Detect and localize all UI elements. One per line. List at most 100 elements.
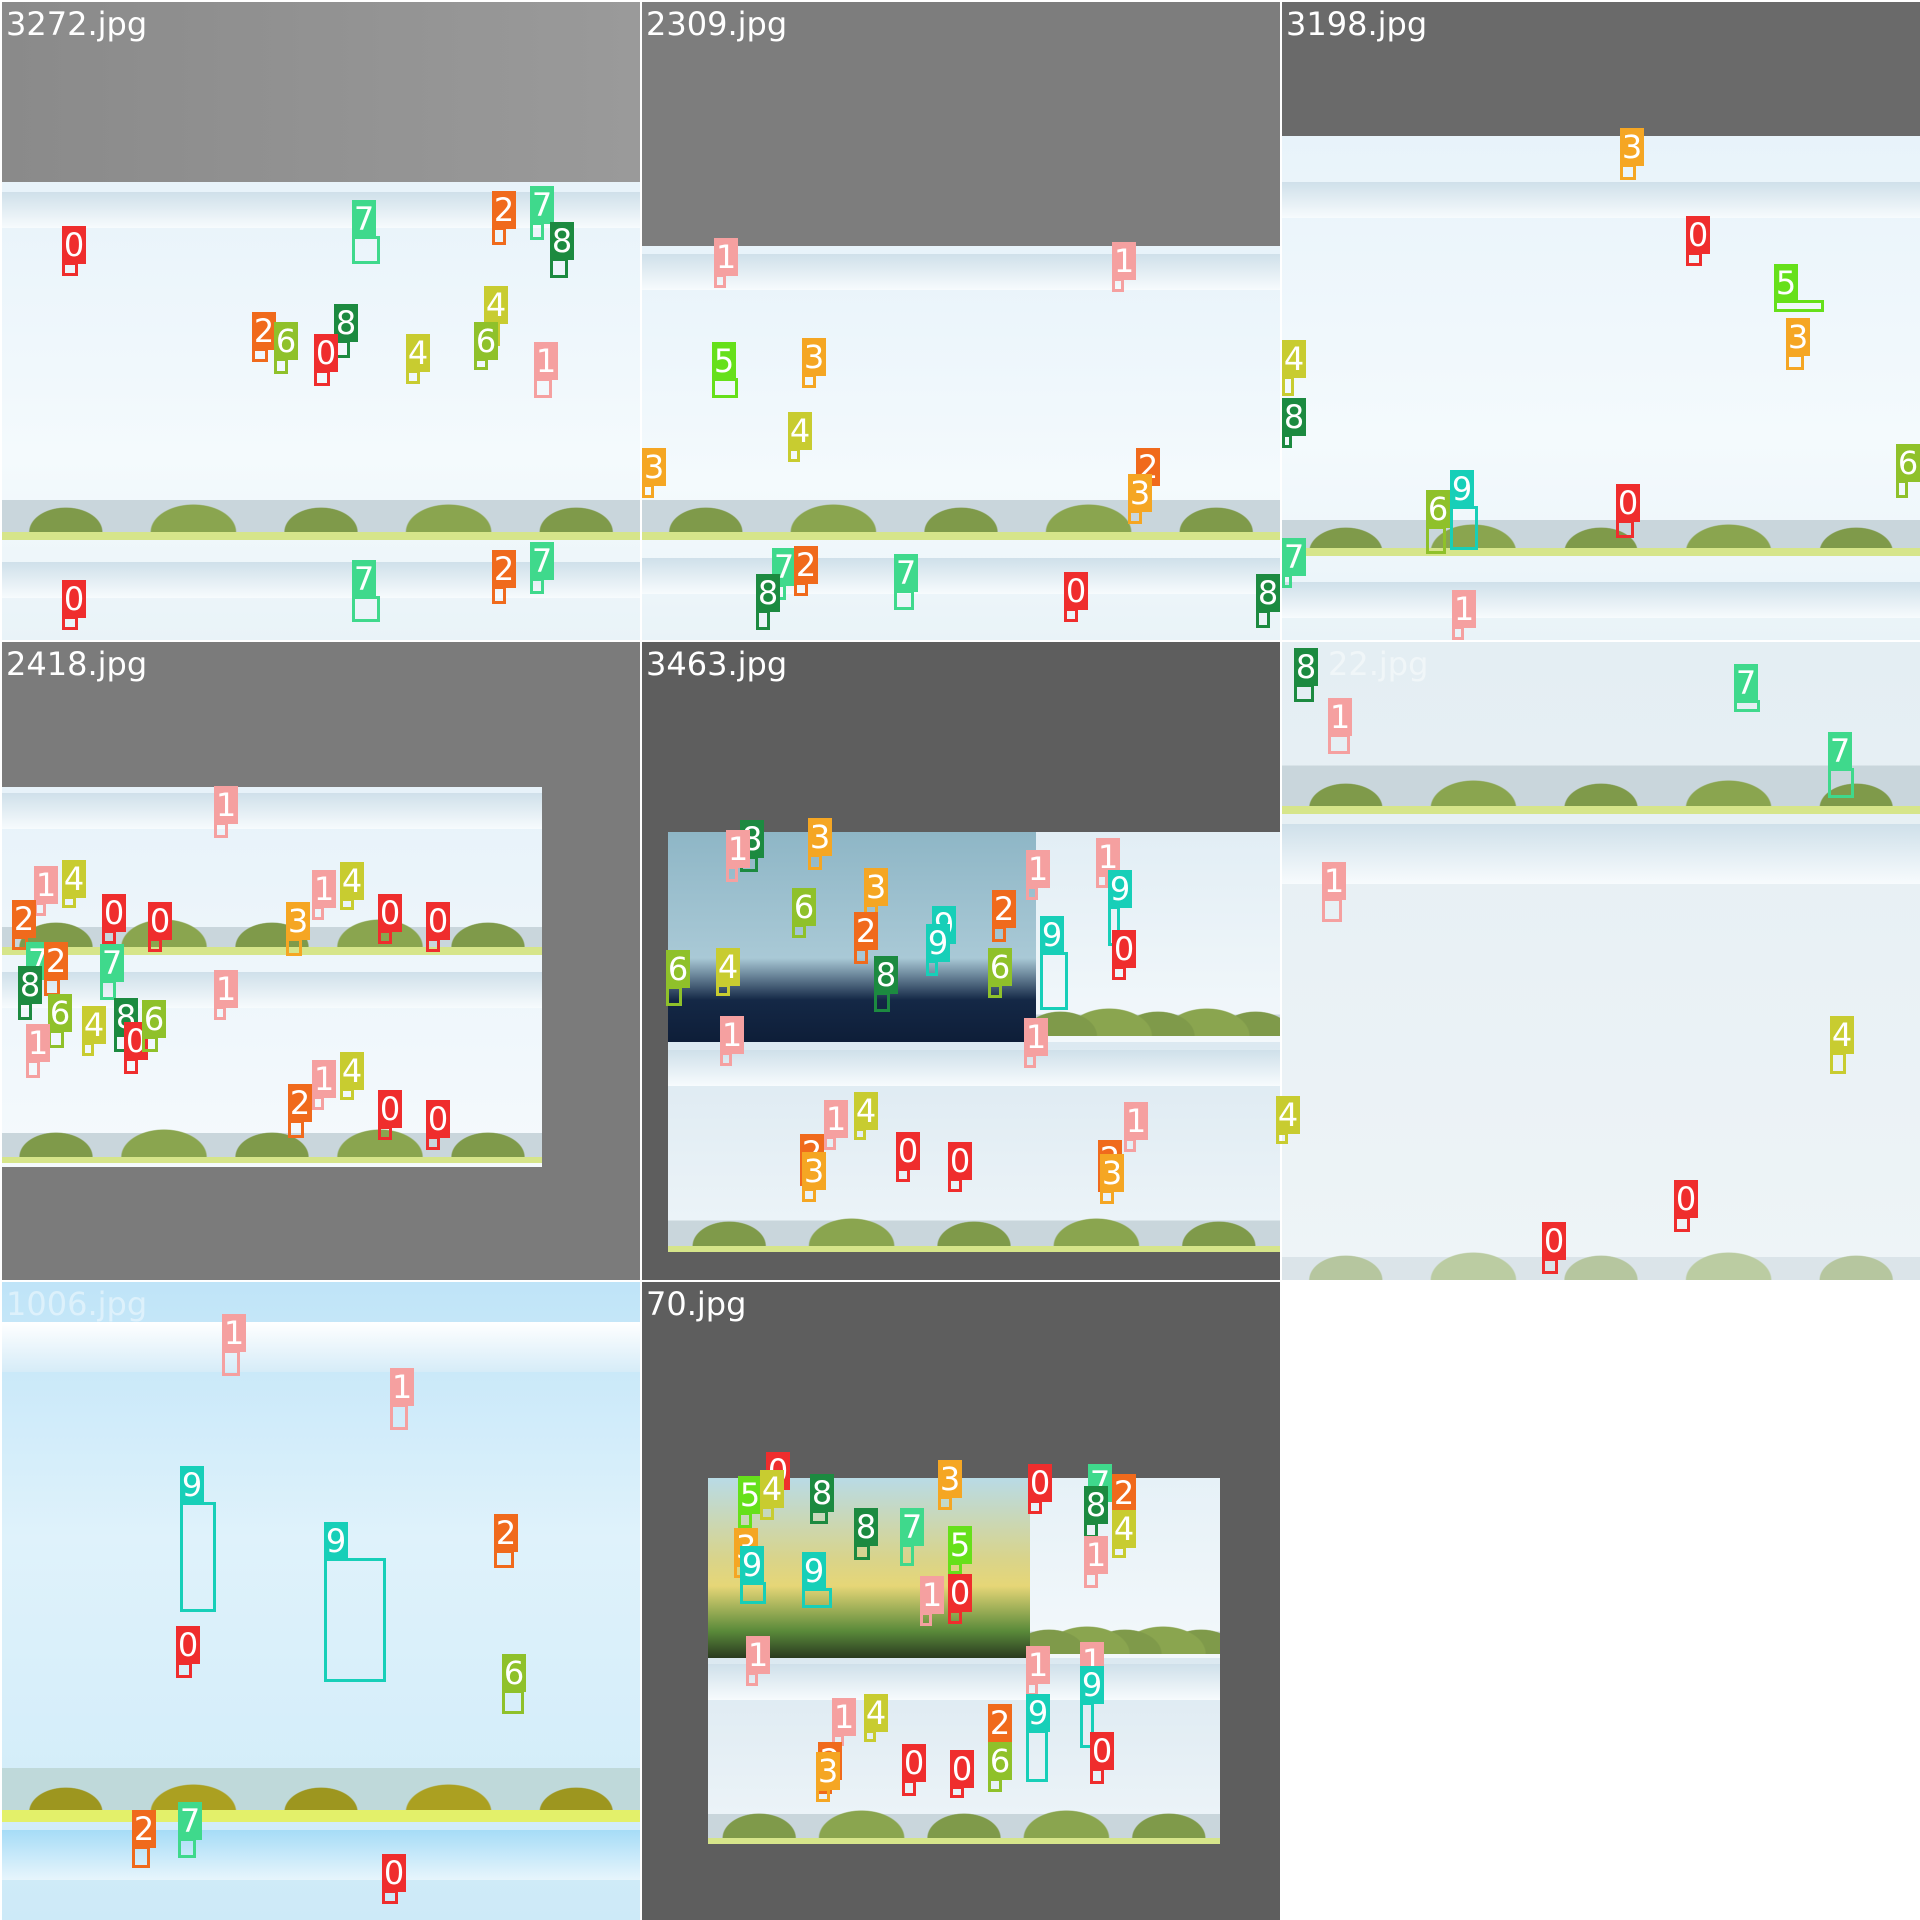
detection-box-class-0 [378,1126,392,1140]
detection-box-class-8 [756,610,770,630]
detection-box-class-0 [1674,1216,1690,1232]
detection-class-tag: 8 [1282,398,1306,436]
detection-class-tag: 2 [132,1810,156,1848]
detection-box-class-7 [1282,574,1292,588]
detection-box-class-3 [1128,510,1142,524]
detection-box-class-8 [874,992,890,1012]
detection-box-class-9 [740,1582,766,1604]
hills [668,1182,1280,1246]
detection-class-tag: 8 [874,956,898,994]
detection-box-class-6 [274,358,288,374]
detection-box-class-7 [178,1838,196,1858]
detection-box-class-6 [988,984,1002,998]
detection-box-class-3 [802,1188,816,1202]
detection-class-tag: 2 [794,546,818,584]
hills [1282,472,1920,552]
detection-box-class-1 [214,822,228,838]
detection-box-class-7 [1828,768,1854,798]
detection-box-class-0 [1028,1500,1042,1514]
detection-class-tag: 9 [1040,916,1064,954]
detection-class-tag: 1 [312,870,336,908]
detection-box-class-0 [896,1168,910,1182]
ground-strip [1282,548,1920,556]
detection-box-class-9 [1450,506,1478,550]
detection-class-tag: 1 [714,238,738,276]
detection-class-tag: 4 [716,948,740,986]
cloud-band [642,254,1280,290]
detection-box-class-9 [1040,952,1068,1010]
detection-box-class-1 [26,1060,40,1078]
detection-class-tag: 6 [792,888,816,926]
sub-image [2,787,542,1167]
detection-class-tag: 0 [902,1744,926,1782]
detection-class-tag: 1 [726,830,750,868]
detection-class-tag: 1 [1328,698,1352,736]
detection-box-class-6 [1896,480,1908,498]
detection-box-class-3 [816,1788,830,1802]
detection-class-tag: 3 [864,868,888,906]
detection-class-tag: 1 [824,1100,848,1138]
sub-image-dark-forest [668,832,1036,1042]
detection-class-tag: 7 [530,542,554,580]
detection-class-tag: 7 [530,186,554,224]
detection-box-class-7 [100,980,116,1000]
detection-box-class-0 [902,1780,916,1796]
detection-class-tag: 7 [900,1508,924,1546]
detection-box-class-1 [312,1096,324,1110]
detection-class-tag: 1 [214,970,238,1008]
detection-box-class-6 [666,986,682,1006]
detection-class-tag: 7 [100,944,124,982]
detection-box-class-6 [792,924,806,938]
detection-class-tag: 4 [340,1052,364,1090]
detection-box-class-8 [1256,610,1270,628]
ground-strip [1282,806,1920,814]
detection-box-class-0 [62,262,78,276]
detection-class-tag: 5 [948,1526,972,1564]
detection-box-class-0 [102,930,116,944]
detection-class-tag: 2 [1112,1474,1136,1512]
detection-class-tag: 7 [352,560,376,598]
tile-3198: 3198.jpg [1282,2,1920,640]
detection-box-class-2 [132,1846,150,1868]
detection-class-tag: 0 [1028,1464,1052,1502]
ground-strip [642,532,1280,540]
tile-filename: 70.jpg [646,1285,747,1323]
hills [2,452,640,532]
detection-class-tag: 7 [178,1802,202,1840]
detection-box-class-1 [824,1136,836,1150]
detection-class-tag: 9 [802,1552,826,1590]
detection-class-tag: 1 [390,1368,414,1406]
detection-class-tag: 7 [1282,538,1306,576]
detection-class-tag: 2 [44,942,68,980]
detection-box-class-8 [18,1002,32,1020]
detection-box-class-2 [288,1120,304,1138]
detection-class-tag: 0 [950,1750,974,1788]
detection-box-class-1 [726,866,738,882]
detection-box-class-9 [1026,1730,1048,1782]
detection-box-class-0 [948,1178,962,1192]
detection-box-class-0 [1542,1258,1558,1274]
detection-class-tag: 9 [180,1466,204,1504]
detection-class-tag: 1 [1112,242,1136,280]
detection-class-tag: 0 [896,1132,920,1170]
detection-class-tag: 1 [1322,862,1346,900]
tile-3272: 3272.jpg [2,2,640,640]
detection-box-class-8 [1294,684,1314,702]
detection-box-class-0 [1616,520,1634,538]
cloud-band [1282,824,1920,884]
detection-box-class-3 [642,484,654,498]
detection-class-tag: 0 [378,1090,402,1128]
detection-box-class-0 [382,1890,398,1904]
detection-class-tag: 0 [1542,1222,1566,1260]
detection-class-tag: 2 [12,900,36,938]
cloud-band [2,1830,640,1880]
detection-class-tag: 4 [760,1470,784,1508]
detection-box-class-1 [720,1052,732,1066]
detection-class-tag: 6 [666,950,690,988]
detection-box-class-4 [1830,1052,1846,1074]
detection-box-class-7 [900,1544,914,1566]
detection-class-tag: 3 [1100,1154,1124,1192]
detection-class-tag: 2 [492,550,516,588]
detection-class-tag: 0 [148,902,172,940]
detection-class-tag: 4 [788,412,812,450]
